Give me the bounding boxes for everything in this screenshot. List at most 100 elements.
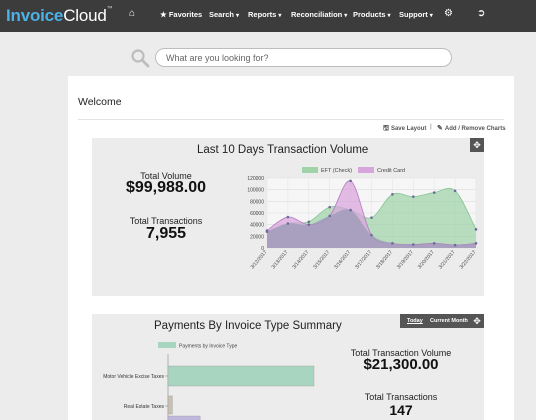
legend-swatch xyxy=(302,167,318,173)
nav-favorites[interactable]: ★ Favorites xyxy=(160,10,202,19)
x-tick-label: 3/19/2017 xyxy=(396,249,415,270)
total-transaction-volume-value: $21,300.00 xyxy=(363,356,439,373)
x-tick-label: 3/22/2017 xyxy=(459,249,478,270)
page-title: Welcome xyxy=(78,96,122,108)
legend-label: EFT (Check) xyxy=(321,168,352,174)
search-input[interactable] xyxy=(155,48,452,67)
data-point xyxy=(412,243,415,246)
chevron-down-icon: ▾ xyxy=(344,13,348,19)
save-layout-button[interactable]: 🖫 Save Layout xyxy=(383,124,426,135)
range-today-tab[interactable]: Today xyxy=(407,318,423,324)
nav-products[interactable]: Products ▾ xyxy=(353,10,391,19)
chevron-down-icon: ▾ xyxy=(278,13,282,19)
data-point xyxy=(432,191,436,194)
x-tick-label: 3/16/2017 xyxy=(333,249,352,270)
category-label: Motor Vehicle Excise Taxes xyxy=(103,374,164,380)
x-tick-label: 3/12/2017 xyxy=(250,249,269,270)
overlap-area xyxy=(267,209,476,248)
logout-icon[interactable]: ➲ xyxy=(477,8,486,19)
nav-support-label: Support xyxy=(399,10,428,19)
invoice-type-panel: Payments By Invoice Type Summary Today C… xyxy=(92,314,484,420)
nav-reconciliation[interactable]: Reconciliation ▾ xyxy=(291,10,347,19)
x-tick-label: 3/15/2017 xyxy=(312,249,331,270)
total-volume-label: Total Volume xyxy=(140,171,192,181)
data-point xyxy=(391,193,394,196)
data-point xyxy=(349,179,352,183)
home-icon[interactable]: ⌂ xyxy=(129,8,136,19)
y-tick-label: 40000 xyxy=(250,223,264,229)
x-tick-label: 3/17/2017 xyxy=(354,249,373,270)
nav-search[interactable]: Search ▾ xyxy=(209,10,239,19)
move-icon[interactable]: ✥ xyxy=(470,138,484,152)
data-point xyxy=(349,208,352,212)
x-tick-label: 3/20/2017 xyxy=(417,249,436,270)
y-tick-label: 120000 xyxy=(247,176,264,182)
data-point xyxy=(286,222,290,225)
add-remove-label: Add / Remove Charts xyxy=(444,126,506,132)
data-point xyxy=(328,214,331,218)
total-transactions-label: Total Transactions xyxy=(129,216,203,226)
bar xyxy=(167,365,315,387)
transaction-volume-panel: Last 10 Days Transaction Volume ✥ Total … xyxy=(92,138,484,296)
dashboard-card: Welcome 🖫 Save Layout | ✎ Add / Remove Cha… xyxy=(68,76,514,420)
bar xyxy=(167,415,201,420)
total-transaction-volume-label: Total Transaction Volume xyxy=(350,348,452,358)
category-label: Real Estate Taxes xyxy=(124,404,165,410)
gear-icon[interactable]: ⚙ xyxy=(444,8,453,19)
total-volume-value: $99,988.00 xyxy=(125,179,207,196)
logo-part2: Cloud xyxy=(63,6,107,25)
nav-products-label: Products xyxy=(353,10,386,19)
data-point xyxy=(474,228,478,231)
legend-label: Payments by Invoice Type xyxy=(179,344,237,350)
top-navbar: InvoiceCloud™ ⌂ ★ Favorites Search ▾ Repo… xyxy=(0,0,536,32)
data-point xyxy=(370,216,373,219)
data-point xyxy=(432,242,436,245)
logo[interactable]: InvoiceCloud™ xyxy=(6,6,113,26)
legend-swatch xyxy=(158,342,176,348)
chart2-title: Payments By Invoice Type Summary xyxy=(154,320,342,332)
nav-reports[interactable]: Reports ▾ xyxy=(248,10,281,19)
nav-favorites-label: Favorites xyxy=(168,10,203,19)
data-point xyxy=(307,220,311,224)
data-point xyxy=(412,195,415,198)
x-tick-label: 3/14/2017 xyxy=(291,249,310,270)
data-point xyxy=(453,189,457,193)
invoice-type-chart: Payments by Invoice Type Motor Vehicle Ex… xyxy=(103,342,315,420)
move-icon[interactable]: ✥ xyxy=(470,314,484,328)
toolbar-separator: | xyxy=(430,124,432,130)
data-point xyxy=(474,242,478,245)
x-tick-label: 3/21/2017 xyxy=(438,249,457,270)
divider xyxy=(78,119,504,120)
data-point xyxy=(453,243,457,247)
pencil-icon: ✎ xyxy=(437,125,443,132)
chevron-down-icon: ▾ xyxy=(387,13,391,19)
legend-label: Credit Card xyxy=(377,168,405,174)
nav-support[interactable]: Support ▾ xyxy=(399,10,433,19)
save-layout-label: Save Layout xyxy=(390,126,427,132)
data-point xyxy=(307,223,311,226)
data-point xyxy=(328,205,331,209)
logo-trademark: ™ xyxy=(106,6,113,12)
range-tabs: Today Current Month xyxy=(400,314,470,328)
x-tick-label: 3/18/2017 xyxy=(375,249,394,270)
total-transactions-label-2: Total Transactions xyxy=(364,392,438,402)
total-transactions-value: 7,955 xyxy=(145,225,187,242)
chart1-title: Last 10 Days Transaction Volume xyxy=(197,144,369,156)
data-point xyxy=(391,242,394,245)
nav-search-label: Search xyxy=(209,10,235,19)
y-tick-label: 0 xyxy=(261,246,264,252)
y-tick-label: 100000 xyxy=(247,188,264,194)
data-point xyxy=(370,233,373,237)
total-transactions-value-2: 147 xyxy=(389,402,413,418)
data-point xyxy=(286,215,290,219)
x-tick-label: 3/13/2017 xyxy=(271,249,290,270)
nav-reconciliation-label: Reconciliation xyxy=(291,10,343,19)
y-tick-label: 60000 xyxy=(250,211,264,217)
chevron-down-icon: ▾ xyxy=(429,13,433,19)
star-icon: ★ xyxy=(160,10,167,19)
y-tick-label: 80000 xyxy=(250,199,264,205)
add-remove-charts-button[interactable]: ✎ Add / Remove Charts xyxy=(437,124,506,132)
range-month-tab[interactable]: Current Month xyxy=(430,318,468,324)
search-icon[interactable] xyxy=(130,48,150,68)
y-tick-label: 20000 xyxy=(250,234,264,240)
